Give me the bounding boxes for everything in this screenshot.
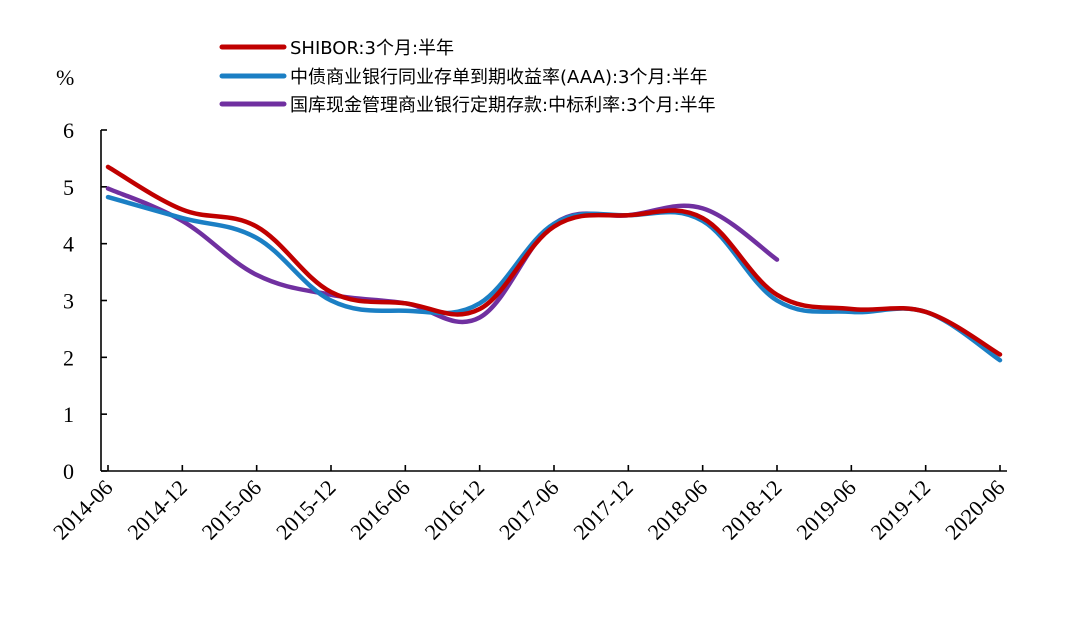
x-tick-label: 2017-06 <box>494 475 564 545</box>
series-line-1 <box>105 164 1003 357</box>
y-tick-label: 0 <box>63 459 74 484</box>
x-tick-label: 2014-12 <box>122 475 192 545</box>
x-tick-label: 2014-06 <box>48 475 118 545</box>
x-axis: 2014-06 2014-12 2015-06 2015-12 2016-06 2016-… <box>48 465 1010 544</box>
y-tick-label: 6 <box>63 118 74 143</box>
x-tick-label: 2015-12 <box>271 475 341 545</box>
legend-label-2: 中债商业银行同业存单到期收益率(AAA):3个月:半年 <box>290 67 708 88</box>
y-axis: 0 1 2 3 4 5 6 <box>63 118 107 484</box>
x-tick-label: 2016-12 <box>420 475 490 545</box>
x-tick-label: 2018-06 <box>643 475 713 545</box>
x-tick-label: 2018-12 <box>717 475 787 545</box>
y-tick-label: 1 <box>63 402 74 427</box>
y-tick-label: 4 <box>63 232 74 257</box>
x-tick-label: 2017-12 <box>568 475 638 545</box>
series-line-3 <box>105 186 780 325</box>
x-tick-label: 2020-06 <box>940 475 1010 545</box>
x-tick-label: 2015-06 <box>197 475 267 545</box>
x-tick-label: 2016-06 <box>345 475 415 545</box>
y-axis-unit-label: % <box>56 65 74 90</box>
y-tick-label: 3 <box>63 289 74 314</box>
legend: SHIBOR:3个月:半年中债商业银行同业存单到期收益率(AAA):3个月:半年… <box>219 38 716 116</box>
plot-area <box>105 164 1003 363</box>
x-tick-label: 2019-06 <box>791 475 861 545</box>
series-line-2 <box>105 194 1003 363</box>
legend-label-3: 国库现金管理商业银行定期存款:中标利率:3个月:半年 <box>290 95 716 116</box>
legend-label-1: SHIBOR:3个月:半年 <box>290 38 454 59</box>
y-tick-label: 5 <box>63 175 74 200</box>
y-tick-label: 2 <box>63 345 74 370</box>
x-tick-label: 2019-12 <box>866 475 936 545</box>
